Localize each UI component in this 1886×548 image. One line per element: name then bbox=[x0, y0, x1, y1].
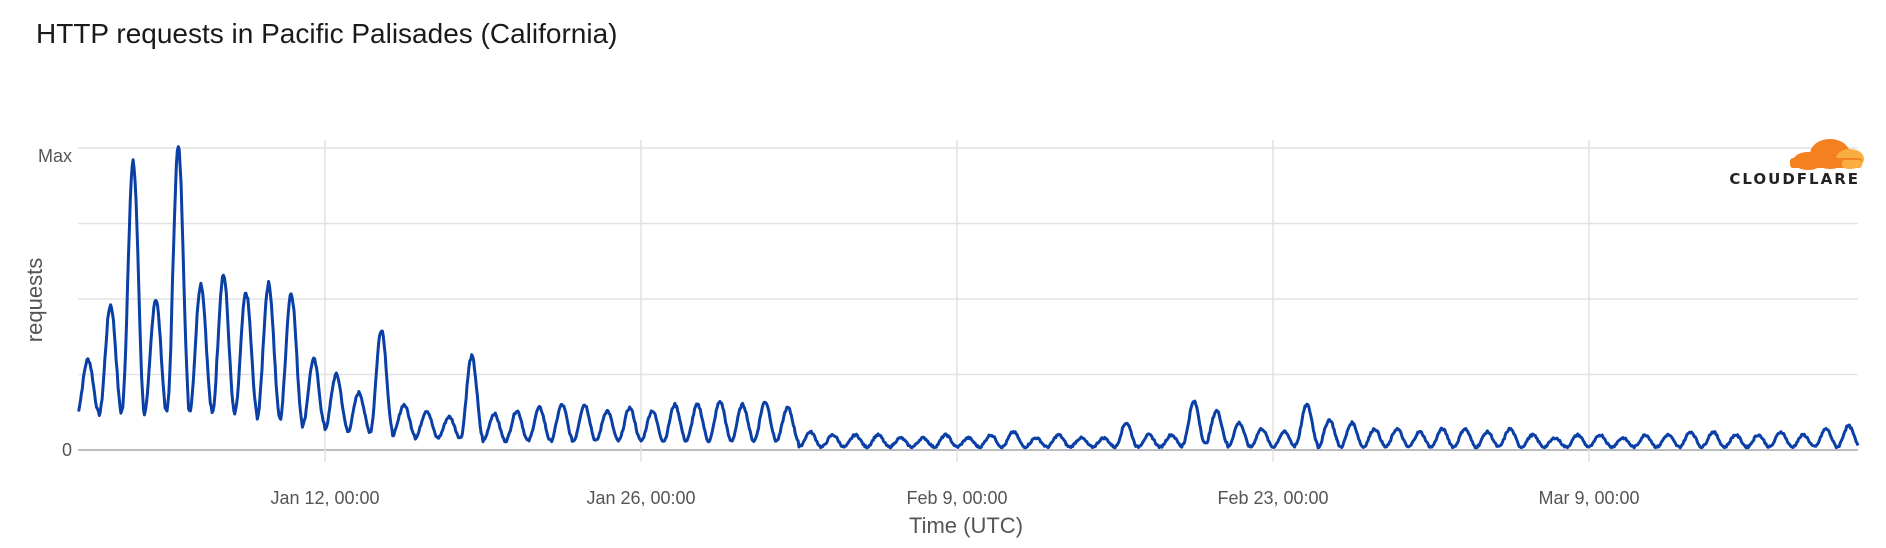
x-axis-label: Time (UTC) bbox=[909, 513, 1023, 538]
x-tick-label: Feb 23, 00:00 bbox=[1217, 488, 1328, 508]
x-tick-labels: Jan 12, 00:00 Jan 26, 00:00 Feb 9, 00:00 Fe… bbox=[270, 488, 1639, 508]
x-tick-label: Jan 26, 00:00 bbox=[586, 488, 695, 508]
cloud-icon bbox=[1790, 139, 1864, 170]
logo-text: CLOUDFLARE bbox=[1729, 170, 1860, 188]
grid-lines bbox=[78, 140, 1858, 462]
y-axis-label: requests bbox=[22, 258, 47, 342]
y-tick-label: Max bbox=[38, 146, 72, 166]
x-tick-label: Mar 9, 00:00 bbox=[1538, 488, 1639, 508]
y-tick-labels: 0 Max bbox=[38, 146, 72, 460]
cloudflare-logo: CLOUDFLARE bbox=[1729, 139, 1864, 188]
series-line-requests bbox=[77, 145, 1860, 450]
x-tick-label: Jan 12, 00:00 bbox=[270, 488, 379, 508]
y-tick-label: 0 bbox=[62, 440, 72, 460]
x-tick-label: Feb 9, 00:00 bbox=[906, 488, 1007, 508]
chart-title: HTTP requests in Pacific Palisades (Cali… bbox=[36, 18, 618, 49]
